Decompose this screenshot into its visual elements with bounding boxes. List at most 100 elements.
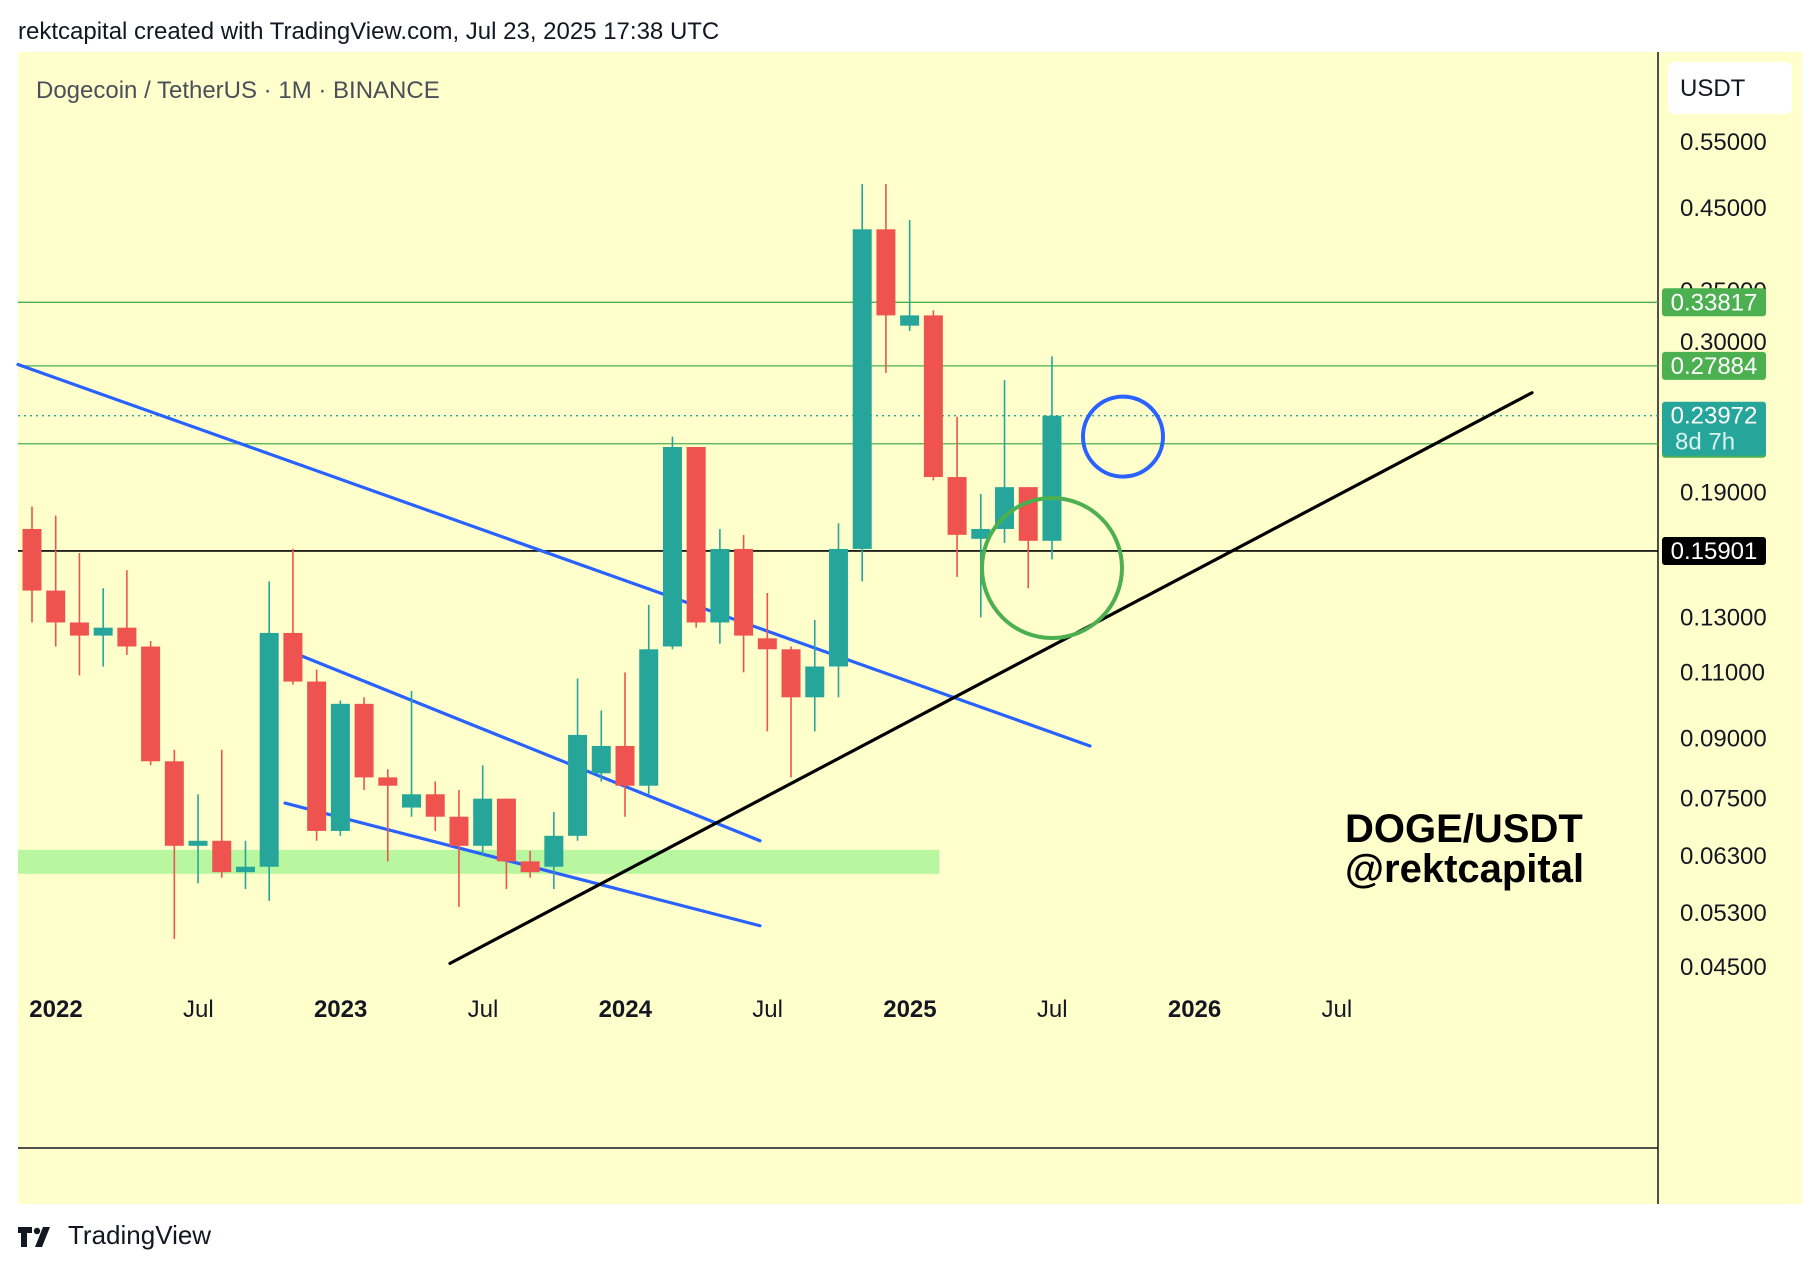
time-tick-Jul-2026-07: Jul xyxy=(1322,996,1353,1023)
candle-body xyxy=(828,548,848,667)
current-price-tag: 0.23972 xyxy=(1671,403,1758,430)
level-tag-0.27884: 0.27884 xyxy=(1671,353,1758,380)
currency-button[interactable]: USDT xyxy=(1680,75,1746,102)
candle-2025-05[interactable] xyxy=(971,494,991,618)
candle-2025-02[interactable] xyxy=(900,220,920,331)
candle-2025-04[interactable] xyxy=(947,416,967,577)
candle-2023-10[interactable] xyxy=(520,850,540,878)
candle-body xyxy=(852,229,872,549)
candle-2022-06[interactable] xyxy=(141,641,161,766)
candle-2024-06[interactable] xyxy=(710,528,730,644)
candle-2025-08[interactable] xyxy=(1042,356,1062,560)
candle-2022-07[interactable] xyxy=(164,749,184,939)
candle-2022-11[interactable] xyxy=(259,581,279,901)
level-tag-0.15901: 0.15901 xyxy=(1671,538,1758,565)
candle-body xyxy=(591,745,611,774)
candle-2022-01[interactable] xyxy=(22,506,42,623)
price-tick-0.05300: 0.05300 xyxy=(1680,900,1767,927)
candle-2022-09[interactable] xyxy=(212,749,232,878)
tradingview-brand: TradingView xyxy=(68,1220,212,1250)
highlight-circle-green xyxy=(980,496,1124,641)
candle-body xyxy=(354,703,374,778)
time-tick-2023-2023-01: 2023 xyxy=(314,996,367,1023)
candle-body xyxy=(544,835,564,867)
level-tag-0.33817-bg xyxy=(1662,288,1766,317)
price-tick-0.06300: 0.06300 xyxy=(1680,843,1767,870)
candle-body xyxy=(734,548,754,636)
candle-2022-02[interactable] xyxy=(46,515,66,647)
candle-body xyxy=(235,866,255,873)
candle-2023-12[interactable] xyxy=(568,678,588,841)
candle-2022-10[interactable] xyxy=(235,840,255,890)
candle-body xyxy=(947,477,967,535)
candle-body xyxy=(283,632,303,682)
candle-2024-07[interactable] xyxy=(734,534,754,673)
candle-2025-03[interactable] xyxy=(923,310,943,481)
level-tag-0.15901-bg xyxy=(1662,536,1766,565)
candle-2023-08[interactable] xyxy=(473,765,493,857)
candle-2023-04[interactable] xyxy=(378,769,398,862)
candle-body xyxy=(900,315,920,326)
candle-2024-11[interactable] xyxy=(828,523,848,698)
candle-body xyxy=(46,590,66,623)
candle-2023-02[interactable] xyxy=(330,700,350,836)
time-tick-Jul-2025-07: Jul xyxy=(1037,996,1068,1023)
candle-2022-12[interactable] xyxy=(283,548,303,685)
current-price-tag-bg xyxy=(1662,401,1766,456)
candle-2023-06[interactable] xyxy=(425,781,445,831)
candle-body xyxy=(117,627,137,647)
level-tag-0.27884-bg xyxy=(1662,351,1766,380)
candle-2023-05[interactable] xyxy=(402,690,422,817)
candle-body xyxy=(188,840,208,846)
trendline-macro-uptrend xyxy=(448,391,1534,965)
tradingview-logo-icon xyxy=(18,1226,50,1247)
symbol-title: Dogecoin / TetherUS · 1M · BINANCE xyxy=(36,77,440,104)
price-tick-0.45000: 0.45000 xyxy=(1680,195,1767,222)
candle-2024-10[interactable] xyxy=(805,619,825,732)
time-tick-Jul-2024-07: Jul xyxy=(752,996,783,1023)
candle-body xyxy=(307,681,327,831)
candle-2024-08[interactable] xyxy=(757,592,777,732)
candle-body xyxy=(402,794,422,808)
candle-body xyxy=(923,315,943,478)
candle-body xyxy=(69,622,89,636)
candle-body xyxy=(141,646,161,762)
candle-2023-03[interactable] xyxy=(354,697,374,790)
candle-body xyxy=(473,798,493,846)
candle-2024-05[interactable] xyxy=(686,446,706,628)
price-tick-0.11000: 0.11000 xyxy=(1680,659,1765,686)
candle-2024-03[interactable] xyxy=(639,604,659,795)
price-tick-0.07500: 0.07500 xyxy=(1680,786,1767,813)
time-tick-Jul-2022-07: Jul xyxy=(183,996,214,1023)
price-tick-0.55000: 0.55000 xyxy=(1680,129,1767,156)
candle-2024-12[interactable] xyxy=(852,184,872,582)
candle-body xyxy=(1042,415,1062,541)
candle-2022-08[interactable] xyxy=(188,794,208,884)
attribution-header: rektcapital created with TradingView.com… xyxy=(18,18,720,45)
candle-2023-11[interactable] xyxy=(544,812,564,890)
candle-2024-04[interactable] xyxy=(662,436,682,650)
candle-body xyxy=(212,840,232,873)
level-tag-0.33817: 0.33817 xyxy=(1671,289,1758,316)
candle-2023-09[interactable] xyxy=(496,798,516,890)
currency-button-bg[interactable] xyxy=(1668,62,1792,114)
candle-body xyxy=(330,703,350,831)
candle-2025-01[interactable] xyxy=(876,184,896,373)
candle-body xyxy=(662,446,682,647)
candle-2023-01[interactable] xyxy=(307,669,327,841)
candle-2023-07[interactable] xyxy=(449,789,469,907)
candle-2024-09[interactable] xyxy=(781,646,801,778)
time-tick-2022-2022-01: 2022 xyxy=(29,996,82,1023)
time-tick-2026-2026-01: 2026 xyxy=(1168,996,1221,1023)
candle-2022-05[interactable] xyxy=(117,570,137,655)
time-tick-2024-2024-01: 2024 xyxy=(599,996,653,1023)
candle-2024-02[interactable] xyxy=(615,672,635,817)
candle-2022-03[interactable] xyxy=(69,553,89,676)
candle-body xyxy=(781,649,801,698)
price-tick-0.13000: 0.13000 xyxy=(1680,604,1767,631)
candle-2022-04[interactable] xyxy=(93,588,113,667)
price-tick-0.09000: 0.09000 xyxy=(1680,726,1767,753)
candle-2024-01[interactable] xyxy=(591,710,611,782)
trendline-wedge-upper xyxy=(283,647,762,843)
